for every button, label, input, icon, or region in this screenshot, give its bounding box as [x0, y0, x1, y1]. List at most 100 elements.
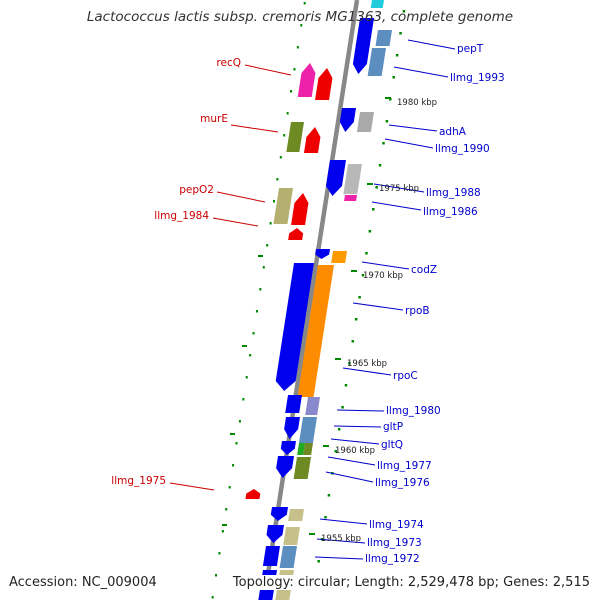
- gene-block-gltp: [284, 417, 300, 439]
- leader-line: [333, 425, 382, 428]
- tick-mark: [238, 420, 241, 423]
- tick-mark: [259, 288, 262, 291]
- leader-line: [388, 124, 438, 132]
- leader-line: [371, 201, 422, 211]
- gene-label-llmg_1984: llmg_1984: [154, 210, 209, 222]
- gene-block-recq: [297, 63, 316, 97]
- gene-block-adha-b: [356, 112, 374, 132]
- leader-line: [230, 124, 279, 133]
- gene-label-llmg_1973: llmg_1973: [367, 537, 422, 549]
- tick-mark: [252, 332, 255, 335]
- tick-mark: [218, 552, 221, 555]
- leader-line: [216, 191, 266, 203]
- gene-label-llmg_1986: llmg_1986: [423, 206, 478, 218]
- leader-line: [316, 538, 366, 544]
- gene-label-gltq: gltQ: [381, 439, 403, 451]
- page-title: Lactococcus lactis subsp. cremoris MG136…: [86, 9, 514, 25]
- gene-block-top: [370, 0, 384, 8]
- gene-block-adha: [339, 108, 356, 132]
- tick-mark: [378, 164, 382, 167]
- kbp-tick: [385, 97, 391, 99]
- gene-block-pept-b: [375, 30, 392, 46]
- tick-mark: [348, 362, 351, 365]
- gene-label-llmg_1993: llmg_1993: [450, 72, 505, 84]
- gene-block-codz-a: [315, 249, 330, 259]
- tick-mark: [324, 516, 327, 519]
- tick-mark: [351, 340, 355, 343]
- tick-mark: [266, 244, 269, 247]
- gene-block-llmg-1980-b: [305, 397, 320, 415]
- tick-mark: [262, 266, 265, 269]
- tick-mark: [279, 156, 282, 159]
- tick-mark: [293, 68, 296, 71]
- tick-mark: [354, 318, 358, 321]
- tick-mark: [269, 222, 272, 225]
- gene-label-recq: recQ: [216, 57, 241, 69]
- tick-mark: [341, 406, 344, 409]
- kbp-tick: [335, 358, 341, 360]
- tick-mark: [358, 296, 361, 299]
- gene-block-llmg-1986: [344, 195, 357, 201]
- kbp-tick: [309, 533, 315, 535]
- gene-block-llmg-1972: [262, 546, 280, 566]
- tick-mark: [286, 112, 289, 115]
- gene-label-mure: murE: [200, 113, 228, 125]
- gene-block-llmg-1973-b: [283, 527, 300, 545]
- gene-label-codz: codZ: [411, 264, 437, 276]
- gene-block-llmg-1976: [293, 457, 311, 479]
- tick-mark: [225, 508, 228, 511]
- tick-mark: [228, 486, 231, 489]
- leader-line: [244, 64, 292, 76]
- gene-label-llmg_1974: llmg_1974: [369, 519, 424, 531]
- gene-label-pept: pepT: [457, 43, 484, 55]
- tick-mark: [211, 596, 214, 599]
- leader-line: [330, 438, 380, 445]
- tick-mark: [389, 98, 392, 101]
- gene-block-llmg-1984: [288, 228, 304, 240]
- tick-mark: [327, 494, 331, 497]
- tick-mark: [296, 46, 299, 49]
- gene-label-llmg_1980: llmg_1980: [386, 405, 441, 417]
- gene-block-llmg-1972-b: [279, 546, 297, 568]
- gene-label-llmg_1988: llmg_1988: [426, 187, 481, 199]
- tick-mark: [232, 464, 235, 467]
- tick-mark: [283, 134, 286, 137]
- gene-label-llmg_1975: llmg_1975: [111, 475, 166, 487]
- leader-line: [325, 471, 374, 483]
- kbp-tick: [351, 270, 357, 272]
- tick-mark: [273, 200, 275, 203]
- gene-block-llmg-1993-b: [367, 48, 386, 76]
- gene-block-pepo2-partner: [291, 193, 309, 225]
- tick-mark: [385, 120, 389, 123]
- gene-block-llmg-1974: [270, 507, 288, 521]
- leader-line: [319, 518, 368, 525]
- gene-block-llmg-1980: [285, 395, 302, 413]
- kbp-label: 1955 kbp: [321, 534, 361, 544]
- major-tick: [258, 255, 263, 257]
- gene-block-codz: [331, 251, 347, 263]
- tick-mark: [235, 442, 238, 445]
- gene-block-llmg-1975: [245, 489, 261, 499]
- kbp-label: 1980 kbp: [397, 98, 437, 108]
- gene-block-rpob-b: [297, 265, 334, 397]
- gene-block-rpob: [275, 263, 314, 391]
- kbp-label: 1965 kbp: [347, 359, 387, 369]
- tick-mark: [382, 142, 385, 145]
- gene-block-gltp-b: [298, 417, 317, 443]
- leader-line: [393, 66, 449, 78]
- leader-line: [373, 183, 425, 193]
- kbp-label: 1960 kbp: [335, 446, 375, 456]
- topology-label: Topology: circular; Length: 2,529,478 bp…: [230, 575, 592, 590]
- gene-block-gltq: [280, 441, 296, 455]
- gene-label-llmg_1977: llmg_1977: [377, 460, 432, 472]
- gene-label-llmg_1990: llmg_1990: [435, 143, 490, 155]
- tick-mark: [317, 560, 320, 563]
- tick-mark: [290, 90, 293, 93]
- leader-line: [169, 482, 215, 491]
- tick-mark: [375, 186, 378, 189]
- tick-mark: [392, 76, 395, 79]
- gene-label-gltp: gltP: [383, 421, 403, 433]
- tick-mark: [303, 2, 306, 5]
- gene-label-llmg_1972: llmg_1972: [365, 553, 420, 565]
